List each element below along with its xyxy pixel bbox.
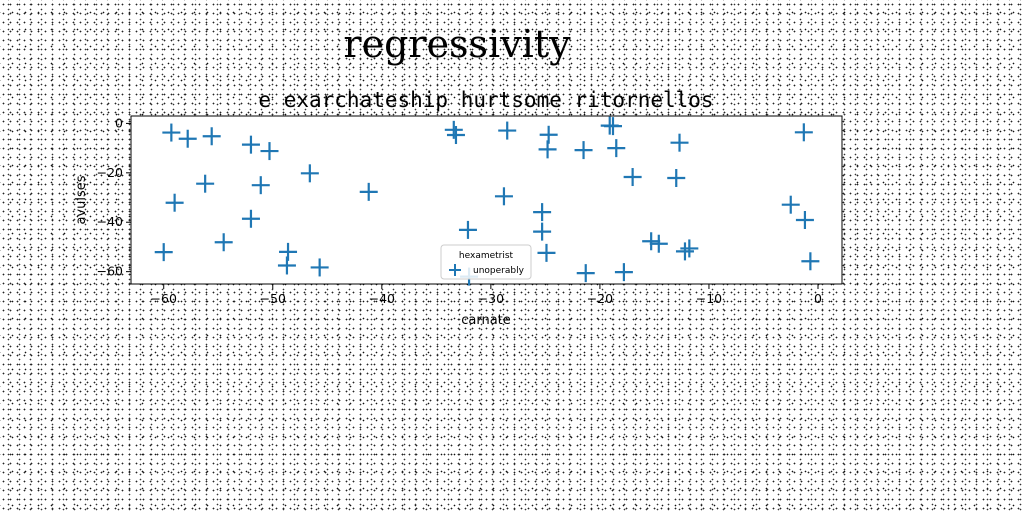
data-point [446,126,465,145]
data-point [533,222,552,241]
data-point [576,264,595,283]
data-point [300,164,319,183]
data-point [498,121,517,140]
data-point [165,193,184,212]
data-point [162,123,181,142]
data-point [537,243,556,262]
data-point [794,123,813,142]
legend: hexametrist unoperably [440,244,532,280]
x-tick-label: −10 [696,291,722,306]
data-point [178,129,197,148]
data-point [251,176,270,195]
data-point [494,187,513,206]
data-point [675,242,694,261]
data-point [607,139,626,158]
legend-title: hexametrist [459,251,514,261]
data-point [458,220,477,239]
x-tick-label: −40 [369,291,395,306]
chart-subtitle: e exarchateship hurtsome ritornellos [258,88,713,112]
data-point [154,243,173,262]
data-point [260,142,279,161]
x-tick-label: −20 [587,291,613,306]
data-point [310,258,329,277]
y-axis: 0 −20 −40 −60 [97,115,131,279]
y-tick-label: −20 [97,165,123,180]
data-point [196,174,215,193]
data-point [241,135,260,154]
y-tick-label: −60 [97,264,123,279]
y-axis-label: avulses [74,175,89,224]
data-point [603,117,622,136]
y-tick-label: −40 [97,214,123,229]
data-point [670,133,689,152]
x-axis: −60 −50 −40 −30 −20 −10 0 [151,284,822,306]
data-point [667,169,686,188]
data-point [202,127,221,146]
data-point [801,252,820,271]
legend-marker [449,264,461,276]
y-tick-label: 0 [115,115,123,130]
scatter-points [154,116,820,286]
legend-entry: unoperably [473,266,525,276]
data-point [680,239,699,258]
x-tick-label: 0 [814,291,822,306]
data-point [533,203,552,222]
data-point [614,263,633,282]
x-axis-label: carnate [461,313,511,328]
data-point [781,195,800,214]
data-point [538,140,557,159]
data-point [359,182,378,201]
x-tick-label: −30 [478,291,504,306]
data-point [795,211,814,230]
data-point [574,141,593,160]
data-point [214,233,233,252]
data-point [241,209,260,228]
data-point [642,232,661,251]
data-point [649,234,668,253]
data-point [277,256,296,275]
data-point [623,168,642,187]
chart-title: regressivity [343,22,571,66]
x-tick-label: −60 [151,291,177,306]
x-tick-label: −50 [260,291,286,306]
legend-box [440,244,532,280]
